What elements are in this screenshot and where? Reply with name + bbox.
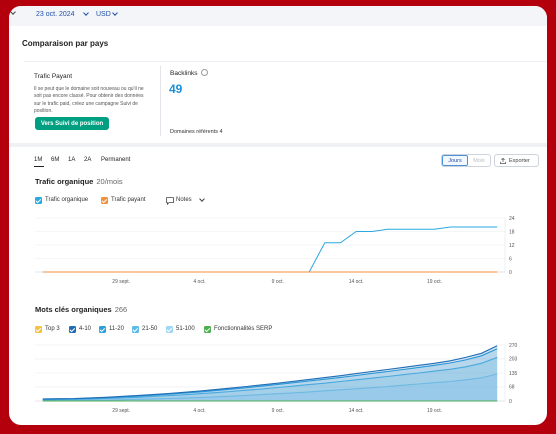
summary-panel: Trafic Payant Il se peut que le domaine … (24, 61, 547, 139)
series-area-11-20 (42, 348, 498, 401)
y-tick-label: 270 (509, 343, 518, 349)
series-line-trafic-organique (42, 226, 498, 273)
referring-domains: Domaines référents 4 (170, 129, 223, 135)
granularity-toggle: Jours Mois (441, 154, 491, 167)
tab-1a[interactable]: 1A (68, 157, 76, 163)
date-selector[interactable]: 23 oct. 2024 (36, 11, 75, 18)
chevron-down-icon[interactable] (10, 9, 16, 15)
traffic-chart-title: Trafic organique 20/mois (35, 177, 123, 186)
currency-selector[interactable]: USD (96, 11, 111, 18)
checkbox-icon[interactable] (69, 326, 76, 333)
x-tick-label: 19 oct. (427, 408, 442, 414)
divider (160, 66, 161, 136)
chevron-down-icon[interactable] (83, 10, 89, 16)
y-tick-label: 135 (509, 371, 518, 377)
keywords-chart: 0 68 135 203 270 29 sept. 4 oct. 9 oct. 14 oct. 1… (35, 343, 518, 414)
y-tick-label: 0 (509, 399, 512, 405)
legend-label: 51-100 (176, 326, 195, 332)
export-button[interactable]: Exporter (494, 154, 539, 167)
series-line-4-10 (42, 345, 498, 400)
legend-label: Trafic organique (45, 197, 89, 203)
position-tracking-button[interactable]: Vers Suivi de position (35, 117, 109, 130)
legend-label: 21-50 (142, 326, 158, 332)
x-tick-label: 4 oct. (193, 279, 205, 285)
backlinks-label: Backlinks (170, 70, 198, 77)
x-tick-label: 14 oct. (349, 408, 364, 414)
y-tick-label: 24 (509, 216, 515, 222)
chevron-down-icon[interactable] (112, 10, 118, 16)
chevron-down-icon[interactable] (199, 196, 205, 202)
x-tick-label: 4 oct. (193, 408, 205, 414)
traffic-title: Trafic organique (35, 177, 94, 186)
info-icon[interactable] (201, 69, 208, 76)
y-tick-label: 12 (509, 243, 515, 249)
checkbox-icon[interactable] (166, 326, 173, 333)
keywords-title: Mots clés organiques (35, 305, 112, 314)
export-label: Exporter (509, 158, 530, 164)
legend-label: 11-20 (109, 326, 124, 332)
tab-2a[interactable]: 2A (84, 157, 92, 163)
referring-domains-value[interactable]: 4 (219, 129, 223, 135)
backlinks-value[interactable]: 49 (169, 82, 183, 96)
paid-traffic-title: Trafic Payant (34, 73, 73, 80)
series-line-51-100 (42, 373, 498, 402)
y-tick-label: 203 (509, 357, 518, 363)
top-filter-bar: 23 oct. 2024 USD (9, 6, 547, 26)
referring-domains-label: Domaines référents (170, 129, 218, 135)
legend-label: Top 3 (45, 326, 60, 332)
notes-label: Notes (176, 197, 192, 203)
checkbox-icon[interactable] (101, 197, 108, 204)
checkbox-icon[interactable] (132, 326, 139, 333)
y-tick-label: 0 (509, 270, 512, 276)
series-area-51-100 (42, 374, 498, 401)
traffic-chart: 0 6 12 18 24 29 sept. 4 oct. 9 oct. 14 oct. 19 oc… (35, 216, 515, 285)
series-line-21-50 (42, 356, 498, 401)
x-tick-label: 19 oct. (427, 279, 442, 285)
y-tick-label: 18 (509, 229, 515, 235)
paid-traffic-description: Il se peut que le domaine soit nouveau o… (34, 86, 144, 114)
x-tick-label: 14 oct. (349, 279, 364, 285)
keywords-chart-title: Mots clés organiques 266 (35, 305, 127, 314)
tab-6m[interactable]: 6M (51, 157, 60, 163)
days-button[interactable]: Jours (442, 155, 468, 166)
x-tick-label: 9 oct. (272, 408, 284, 414)
checkbox-icon[interactable] (99, 326, 106, 333)
upload-icon (500, 158, 506, 164)
series-area-21-50 (42, 357, 498, 401)
x-tick-label: 29 sept. (112, 279, 130, 285)
traffic-count: 20/mois (96, 177, 123, 186)
months-button[interactable]: Mois (473, 157, 485, 164)
checkbox-icon[interactable] (35, 197, 42, 204)
section-title: Comparaison par pays (22, 39, 109, 48)
legend-label: Trafic payant (111, 197, 146, 203)
checkbox-icon[interactable] (35, 326, 42, 333)
x-tick-label: 9 oct. (272, 279, 284, 285)
tab-permanent[interactable]: Permanent (101, 157, 131, 163)
series-area-4-10 (42, 345, 498, 401)
active-tab-indicator (34, 166, 44, 167)
app-window: 23 oct. 2024 USD Comparaison par pays Tr… (9, 6, 547, 425)
tab-1m[interactable]: 1M (34, 157, 43, 163)
legend-label: Fonctionnalités SERP (214, 326, 273, 332)
divider (9, 143, 547, 147)
legend-label: 4-10 (79, 326, 92, 332)
y-tick-label: 6 (509, 256, 512, 262)
keywords-count: 266 (114, 305, 128, 314)
checkbox-icon[interactable] (204, 326, 211, 333)
note-icon (166, 196, 174, 205)
x-tick-label: 29 sept. (112, 408, 130, 414)
y-tick-label: 68 (509, 385, 515, 391)
